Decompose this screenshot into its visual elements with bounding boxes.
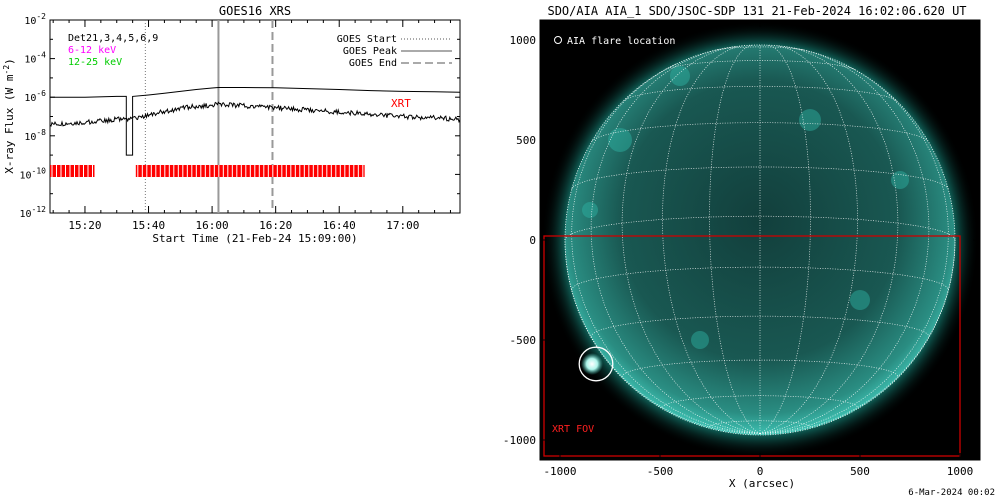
grid-latitude-line	[623, 85, 897, 102]
goes-x-tick-label: 16:40	[323, 219, 356, 232]
grid-longitude-line	[759, 239, 956, 434]
goes-y-tick-label: 10-12	[20, 205, 47, 220]
band-high-label: 12-25 keV	[68, 57, 122, 68]
goes-event-markers	[144, 20, 274, 213]
grid-longitude-line	[759, 45, 858, 434]
grid-longitude-line	[759, 48, 930, 434]
aia-x-ticks: -1000 -500 0 500 1000	[543, 20, 973, 478]
goes-xlabel: Start Time (21-Feb-24 15:09:00)	[152, 232, 357, 245]
goes-x-ticks: 15:20 15:40 16:00 16:20 16:40 17:00	[52, 20, 451, 232]
legend-goes-start: GOES Start	[337, 34, 397, 45]
goes-x-tick-label: 16:00	[196, 219, 229, 232]
aia-title: SDO/AIA AIA_1 SDO/JSOC-SDP 131 21-Feb-20…	[547, 4, 966, 18]
grid-latitude-line	[590, 315, 930, 337]
active-region-glow	[891, 171, 909, 189]
aia-x-tick-label: -500	[647, 465, 674, 478]
active-region-glow	[582, 202, 598, 218]
flare-glow	[581, 353, 603, 375]
aia-image	[541, 21, 979, 459]
grid-longitude-line	[590, 48, 761, 434]
goes-title: GOES16 XRS	[219, 4, 291, 18]
aia-y-tick-label: 0	[529, 234, 536, 247]
grid-longitude-line	[759, 44, 811, 434]
active-region-glow	[799, 109, 821, 131]
goes-y-tick-label: 10-8	[24, 128, 46, 143]
goes-x-tick-label: 17:00	[386, 219, 419, 232]
aia-x-tick-label: 0	[757, 465, 764, 478]
legend-goes-end: GOES End	[349, 58, 397, 69]
active-region-glow	[670, 66, 690, 86]
active-region-glow	[608, 128, 632, 152]
goes-x-tick-label: 15:40	[132, 219, 165, 232]
heliographic-grid	[564, 44, 956, 436]
goes-series	[49, 87, 461, 156]
active-regions	[582, 66, 909, 349]
goes-x-tick-label: 15:20	[68, 219, 101, 232]
aia-x-tick-label: -1000	[543, 465, 576, 478]
grid-longitude-line	[564, 239, 761, 434]
grid-longitude-line	[662, 45, 761, 434]
aia-x-tick-label: 500	[850, 465, 870, 478]
goes-ylabel: X-ray Flux (W m-2)	[2, 58, 16, 174]
det-label: Det21,3,4,5,6,9	[68, 33, 158, 44]
series-line-6-12kev	[50, 87, 461, 156]
flare-location-marker	[578, 346, 614, 382]
aia-y-tick-label: -500	[510, 334, 537, 347]
grid-longitude-line	[571, 62, 761, 434]
xrt-label: XRT	[391, 97, 411, 110]
aia-y-tick-label: 500	[516, 134, 536, 147]
xrt-coverage	[50, 165, 365, 178]
grid-latitude-line	[709, 420, 811, 428]
grid-longitude-line	[759, 62, 949, 434]
footer-date: 6-Mar-2024 00:02	[908, 488, 995, 498]
aia-y-ticks: 1000 500 0 -500 -1000	[503, 34, 980, 447]
aia-plot-area: -1000 -500 0 500 1000 1000 500 0 -500 -1000	[503, 19, 981, 478]
goes-x-tick-label: 16:20	[259, 219, 292, 232]
legend-goes-peak: GOES Peak	[343, 46, 397, 57]
grid-latitude-line	[571, 266, 949, 291]
flare-legend-icon	[554, 36, 562, 44]
goes-legend: GOES Start GOES Peak GOES End	[337, 34, 452, 69]
goes-y-tick-label: 10-6	[24, 89, 46, 104]
goes-y-tick-label: 10-4	[24, 51, 46, 66]
goes-y-tick-label: 10-2	[24, 12, 46, 27]
aia-y-tick-label: -1000	[503, 434, 536, 447]
series-line-12-25kev	[49, 101, 461, 127]
band-low-label: 6-12 keV	[68, 45, 116, 56]
aia-xlabel: X (arcsec)	[729, 477, 795, 490]
grid-latitude-line	[715, 46, 805, 51]
xrt-fov-label: XRT FOV	[552, 424, 594, 435]
grid-limb	[564, 44, 956, 436]
flare-legend-label: AIA flare location	[567, 36, 675, 47]
grid-longitude-line	[709, 44, 761, 434]
aia-x-tick-label: 1000	[947, 465, 974, 478]
xrt-fov-box	[543, 235, 961, 457]
grid-longitude-line	[759, 46, 899, 434]
grid-longitude-line	[621, 46, 761, 434]
goes-plot-area: 10-2 10-4 10-6 10-8 10-10 10-12 15:20 15:40 16:…	[20, 12, 461, 232]
grid-latitude-line	[571, 166, 949, 190]
active-region-glow	[691, 331, 709, 349]
aia-y-tick-label: 1000	[510, 34, 537, 47]
goes-y-tick-label: 10-10	[20, 166, 47, 181]
active-region-glow	[850, 290, 870, 310]
